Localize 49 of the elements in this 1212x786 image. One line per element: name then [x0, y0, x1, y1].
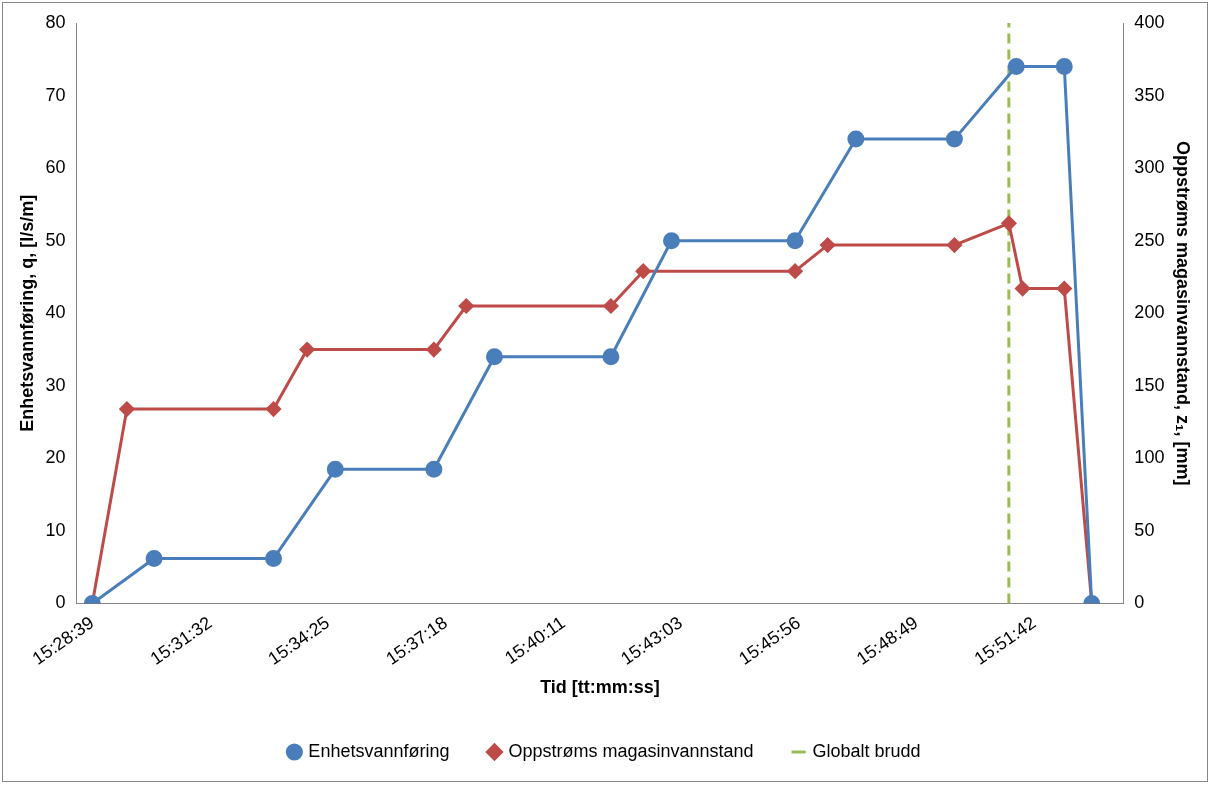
point [1007, 58, 1025, 76]
legend-label: Enhetsvannføring [308, 740, 450, 761]
point [945, 130, 963, 148]
y2-tick-label: 400 [1134, 11, 1165, 32]
y2-tick-label: 0 [1134, 592, 1145, 613]
point [265, 550, 283, 568]
y-tick-label: 80 [45, 11, 66, 32]
point [1056, 281, 1072, 297]
legend-label: Oppstrøms magasinvannstand [508, 740, 754, 761]
point [299, 342, 315, 358]
point [946, 237, 962, 253]
point [786, 232, 804, 250]
point [119, 401, 135, 417]
point [847, 130, 865, 148]
y2-axis-title: Oppstrøms magasinvannstand, z₁, [mm] [1173, 141, 1194, 486]
point [1015, 281, 1031, 297]
point [458, 298, 474, 314]
y-tick-label: 30 [45, 374, 66, 395]
y2-tick-label: 100 [1134, 447, 1165, 468]
y-tick-label: 70 [45, 84, 66, 105]
legend-label: Globalt brudd [812, 740, 921, 761]
y2-tick-label: 200 [1134, 302, 1165, 323]
x-axis-title: Tid [tt:mm:ss] [540, 677, 660, 698]
y-tick-label: 40 [45, 302, 66, 323]
point [820, 237, 836, 253]
y2-tick-label: 300 [1134, 157, 1165, 178]
point [266, 401, 282, 417]
y2-tick-label: 50 [1134, 519, 1155, 540]
point [1055, 58, 1073, 76]
y-tick-label: 60 [45, 157, 66, 178]
point [662, 232, 680, 250]
point [326, 460, 344, 478]
y2-tick-label: 250 [1134, 229, 1165, 250]
point [787, 263, 803, 279]
point [145, 550, 163, 568]
y-tick-label: 0 [55, 592, 66, 613]
point [1001, 215, 1017, 231]
point [603, 298, 619, 314]
y-axis-title: Enhetsvannføring, q, [l/s/m] [16, 194, 37, 432]
y2-tick-label: 350 [1134, 84, 1165, 105]
y2-tick-label: 150 [1134, 374, 1165, 395]
point [635, 263, 651, 279]
y-tick-label: 50 [45, 229, 66, 250]
point [426, 342, 442, 358]
point [425, 460, 443, 478]
y-tick-label: 20 [45, 447, 66, 468]
y-tick-label: 10 [45, 519, 66, 540]
point [485, 348, 503, 366]
point [602, 348, 620, 366]
